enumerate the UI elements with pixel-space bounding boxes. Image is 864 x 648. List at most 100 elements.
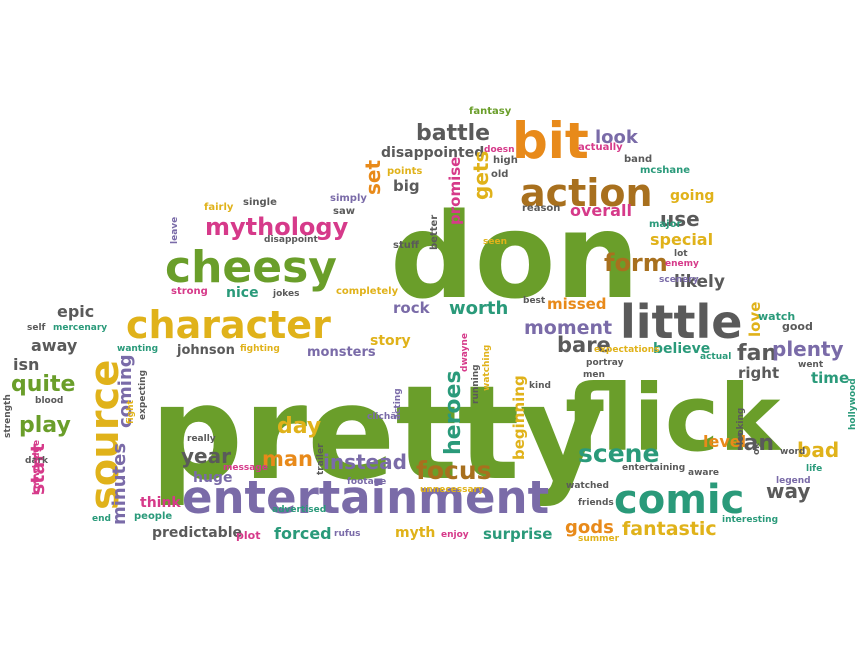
word-battle: battle: [416, 121, 490, 146]
word-doesn: doesn: [484, 145, 515, 155]
word-mercenary: mercenary: [53, 323, 107, 333]
word-high: high: [493, 155, 518, 166]
word-saw: saw: [333, 206, 355, 217]
word-men: men: [583, 370, 605, 380]
word-big: big: [393, 177, 420, 195]
word-look: look: [595, 127, 639, 148]
word-fantastic: fantastic: [622, 518, 717, 540]
word-wanting: wanting: [117, 344, 158, 354]
word-people: people: [134, 511, 172, 522]
word-johnson: johnson: [176, 343, 235, 358]
word-old: old: [491, 169, 508, 180]
word-scenery: scenery: [659, 275, 699, 285]
word-little: little: [620, 295, 742, 349]
word-fight: fight: [126, 399, 136, 424]
word-enjoy: enjoy: [441, 530, 469, 540]
word-mcshane: mcshane: [640, 165, 690, 176]
word-isn: isn: [13, 355, 39, 374]
word-myth: myth: [395, 525, 435, 541]
word-watch: watch: [758, 310, 795, 323]
word-good: good: [782, 320, 813, 333]
word-reason: reason: [522, 203, 560, 214]
word-enemy: enemy: [665, 259, 699, 269]
word-focus: focus: [416, 456, 492, 485]
word-instead: instead: [323, 450, 407, 474]
word-went: went: [798, 360, 824, 370]
word-minutes: minutes: [109, 443, 130, 525]
word-running: running: [471, 364, 481, 404]
word-summer: summer: [578, 534, 620, 544]
word-trailer: trailer: [316, 443, 326, 475]
word-message: message: [223, 463, 268, 473]
word-bit: bit: [512, 112, 589, 170]
word-completely: completely: [336, 286, 399, 297]
word-pretty: pretty: [150, 357, 604, 509]
word-use: use: [660, 207, 700, 231]
word-expecting: expecting: [138, 370, 148, 420]
word-start: start: [27, 443, 49, 495]
word-day: day: [277, 414, 321, 439]
word-huge: huge: [193, 470, 232, 486]
word-hollywood: hollywood: [848, 378, 858, 430]
word-legend: legend: [776, 476, 811, 486]
word-man: man: [262, 447, 313, 471]
word-heroes: heroes: [441, 370, 466, 455]
word-acting: acting: [393, 388, 403, 420]
word-rufus: rufus: [334, 529, 361, 539]
word-moment: moment: [524, 317, 612, 339]
word-set: set: [361, 160, 385, 195]
word-predictable: predictable: [152, 525, 242, 541]
word-footage: footage: [347, 477, 386, 487]
word-comic: comic: [614, 477, 744, 523]
word-interesting: interesting: [722, 515, 778, 525]
word-think: think: [140, 495, 181, 511]
word-dark: dark: [25, 456, 49, 466]
word-blood: blood: [35, 396, 63, 406]
word-missed: missed: [547, 295, 607, 313]
word-ok: ok: [752, 442, 762, 455]
word-plot: plot: [236, 529, 260, 542]
word-disappointed: disappointed: [381, 145, 484, 161]
word-seen: seen: [483, 237, 507, 247]
word-single: single: [243, 197, 277, 208]
word-actually: actually: [578, 142, 623, 153]
word-promise: promise: [446, 157, 464, 225]
word-scene: scene: [578, 439, 659, 468]
word-nice: nice: [226, 285, 259, 301]
word-quite: quite: [11, 372, 75, 397]
word-away: away: [31, 336, 78, 355]
word-plenty: plenty: [772, 337, 844, 361]
word-don: don: [390, 187, 640, 325]
word-expectations: expectations: [594, 345, 660, 355]
word-surprise: surprise: [483, 525, 552, 543]
word-year: year: [181, 444, 231, 468]
word-time: time: [811, 369, 849, 387]
word-watched: watched: [566, 481, 609, 491]
word-jokes: jokes: [272, 289, 299, 299]
word-beginning: beginning: [510, 375, 528, 460]
word-play: play: [19, 413, 71, 438]
word-best: best: [523, 296, 546, 306]
word-overall: overall: [570, 201, 632, 220]
word-portray: portray: [586, 358, 624, 368]
word-end: end: [92, 514, 111, 524]
word-character: character: [126, 303, 331, 347]
word-special: special: [650, 230, 713, 249]
word-actual: actual: [700, 352, 731, 362]
word-word: word: [780, 447, 805, 457]
word-monsters: monsters: [307, 345, 376, 360]
word-bare: bare: [557, 333, 611, 357]
word-watching: watching: [482, 345, 492, 391]
word-advertised: advertised: [272, 505, 326, 515]
word-love: love: [746, 302, 764, 337]
word-fantasy: fantasy: [469, 106, 512, 117]
word-ian: ian: [736, 431, 774, 456]
word-strength: strength: [3, 394, 13, 438]
word-entertainment: entertainment: [182, 471, 549, 524]
word-knowledge: knowledge: [32, 440, 42, 495]
word-gets: gets: [469, 151, 493, 200]
word-bad: bad: [797, 438, 839, 462]
word-friends: friends: [578, 498, 614, 508]
